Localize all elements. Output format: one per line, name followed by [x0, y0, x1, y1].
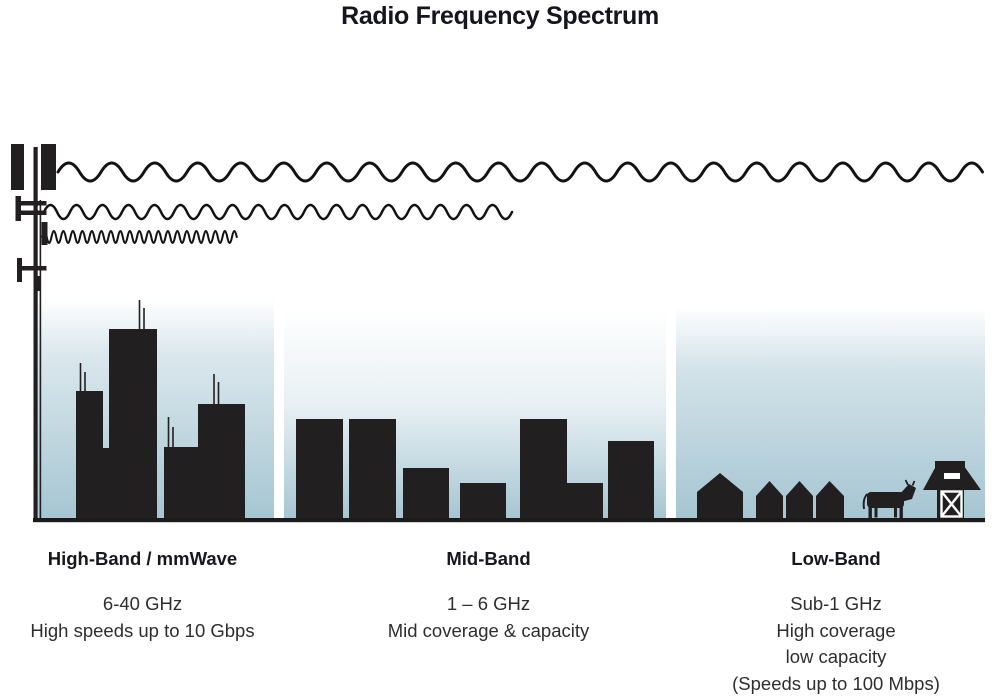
house-icon: [756, 481, 783, 520]
building: [403, 468, 449, 520]
barn-window-slit: [944, 473, 960, 479]
cow-leg: [874, 505, 878, 518]
band-detail: 6-40 GHz: [102, 593, 183, 614]
rural-farm-icon: [697, 461, 981, 520]
building: [296, 419, 343, 520]
tower-crossbar: [17, 210, 47, 215]
barn-cap: [935, 461, 965, 469]
building: [567, 483, 603, 520]
tower-pole-line: [39, 200, 42, 520]
band-detail: low capacity: [785, 646, 887, 667]
cow-leg: [899, 505, 903, 518]
cow-icon: [862, 479, 916, 518]
tower-antenna-panel: [11, 144, 24, 190]
radio-wave-short-icon: [41, 230, 238, 244]
tower-antenna-stub: [36, 276, 41, 291]
page-title: Radio Frequency Spectrum: [341, 2, 659, 30]
tower-antenna-panel: [17, 258, 22, 282]
band-label-low: Low-Band Sub-1 GHz High coverage low cap…: [708, 548, 964, 697]
radio-wave-long-icon: [56, 161, 984, 183]
band-detail: Mid coverage & capacity: [387, 619, 590, 641]
rooftop-antennas: [79, 300, 220, 448]
house-icon: [786, 481, 813, 520]
skyscraper: [109, 329, 157, 520]
building: [460, 483, 506, 520]
cow-leg: [894, 505, 897, 518]
band-detail: (Speeds up to 100 Mbps): [732, 672, 940, 694]
building: [608, 441, 654, 520]
band-detail: High coverage: [776, 619, 896, 641]
suburb-buildings-icon: [296, 419, 654, 520]
skyscraper: [198, 404, 245, 520]
skyscraper: [164, 447, 198, 520]
tower-crossbar: [17, 266, 47, 271]
spectrum-illustration: [11, 144, 985, 523]
tower-antenna-panel: [15, 196, 21, 221]
band-name-low: Low-Band: [791, 548, 881, 569]
tower-antenna-panel: [41, 144, 56, 190]
cell-tower-icon: [11, 144, 56, 520]
ground-line: [33, 518, 985, 523]
cow-tail: [862, 493, 869, 510]
cow-body: [867, 492, 904, 508]
radio-wave-medium-icon: [42, 203, 514, 221]
band-label-mid: Mid-Band 1 – 6 GHz Mid coverage & capaci…: [361, 548, 616, 644]
cow-leg: [868, 505, 872, 518]
city-skyline-icon: [76, 300, 245, 520]
cow-head: [898, 484, 916, 502]
tower-antenna-panel: [41, 222, 48, 245]
tower-crossbar: [17, 201, 47, 206]
cow-horns: [904, 479, 916, 486]
band-name-mid: Mid-Band: [446, 548, 531, 569]
barn-door: [940, 490, 963, 518]
tower-pole: [33, 147, 38, 520]
band-detail: High speeds up to 10 Gbps: [30, 619, 255, 641]
band-label-high: High-Band / mmWave 6-40 GHz High speeds …: [15, 548, 270, 644]
house-icon: [816, 481, 844, 520]
building: [520, 419, 567, 520]
radio-waves: [41, 161, 984, 244]
band-detail: 1 – 6 GHz: [446, 593, 531, 614]
barn-icon: [923, 461, 981, 520]
house-icon: [697, 473, 743, 520]
building: [349, 419, 396, 520]
band-detail: Sub-1 GHz: [790, 593, 882, 614]
band-name-high: High-Band / mmWave: [47, 548, 238, 569]
skyscraper: [76, 391, 103, 520]
skyscraper: [103, 448, 109, 520]
